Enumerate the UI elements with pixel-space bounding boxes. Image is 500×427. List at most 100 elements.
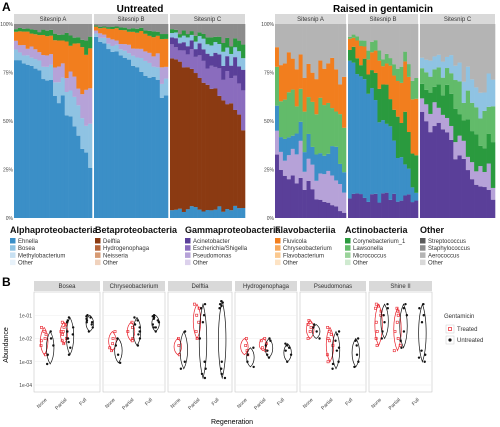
data-point-treated: [193, 302, 196, 306]
bar-segment: [60, 95, 65, 218]
bar-segment: [436, 54, 442, 68]
bar-segment: [80, 118, 85, 149]
bar-segment: [177, 50, 183, 62]
bar-segment: [53, 33, 58, 41]
bar-segment: [37, 32, 42, 36]
bar-segment: [135, 57, 140, 68]
bar-segment: [302, 189, 307, 218]
bar-segment: [478, 92, 483, 119]
bar-segment: [163, 24, 169, 35]
bar-segment: [60, 24, 65, 35]
bar-segment: [318, 60, 323, 98]
bar-segment: [68, 90, 73, 117]
bar-segment: [181, 30, 187, 36]
bar-segment: [76, 37, 81, 44]
bar-segment: [373, 50, 378, 73]
bar-segment: [21, 55, 26, 64]
data-point-untreated: [45, 362, 49, 366]
bar-segment: [201, 211, 206, 218]
bar-segment: [278, 151, 284, 170]
bar-segment: [278, 101, 284, 138]
bar-segment: [49, 29, 54, 36]
stacked-bar: [470, 24, 475, 218]
data-point-untreated: [154, 326, 158, 329]
bar-segment: [470, 179, 475, 218]
bar-segment: [80, 39, 85, 48]
violin-outline: [46, 330, 55, 365]
bar-segment: [163, 95, 169, 218]
bar-segment: [98, 24, 103, 27]
data-point-untreated: [118, 361, 122, 365]
bar-segment: [432, 69, 437, 87]
bar-segment: [217, 68, 222, 96]
panel-b-x-title: Regeneration: [211, 419, 253, 426]
bar-segment: [21, 31, 26, 46]
bar-segment: [457, 155, 462, 218]
data-point-untreated: [136, 344, 140, 347]
bar-segment: [56, 66, 62, 83]
x-tick-label: Full: [211, 397, 221, 407]
y-tick-label-untreated: 50%: [3, 119, 14, 125]
data-point-untreated: [138, 330, 141, 333]
bar-segment: [275, 47, 280, 67]
stacked-bar: [45, 24, 50, 218]
bar-segment: [170, 44, 175, 59]
data-point-treated: [375, 344, 379, 347]
data-point-untreated: [354, 339, 357, 342]
bar-segment: [143, 33, 148, 52]
bar-segment: [457, 114, 462, 136]
stacked-bar: [118, 24, 124, 219]
bar-segment: [373, 24, 378, 41]
stacked-bar: [135, 24, 140, 218]
bar-segment: [217, 24, 222, 37]
data-point-untreated: [46, 353, 49, 356]
bar-segment: [45, 55, 50, 67]
stacked-bar: [217, 24, 222, 218]
stacked-bar: [449, 24, 454, 218]
stacked-bar: [388, 24, 393, 218]
bar-segment: [209, 37, 214, 46]
violin-outline: [380, 303, 389, 340]
legend-key-box: [445, 324, 455, 334]
bar-segment: [326, 102, 331, 154]
stacked-bar: [440, 24, 446, 218]
bar-segment: [155, 35, 161, 54]
bar-segment: [399, 82, 404, 124]
bar-segment: [410, 202, 415, 218]
bar-segment: [282, 138, 288, 161]
bar-segment: [392, 193, 397, 218]
bar-segment: [348, 38, 352, 50]
stacked-bar: [306, 24, 311, 218]
bar-segment: [445, 56, 450, 69]
data-point-treated: [396, 309, 400, 313]
bar-segment: [193, 35, 198, 42]
data-point-untreated: [151, 315, 154, 318]
stacked-bar: [351, 24, 356, 218]
bar-segment: [201, 33, 206, 39]
bar-segment: [72, 43, 77, 77]
bar-segment: [474, 171, 479, 185]
bar-segment: [399, 24, 404, 67]
bar-segment: [395, 157, 400, 202]
stacked-bar: [314, 24, 319, 218]
data-point-untreated: [353, 365, 356, 369]
bar-segment: [217, 36, 222, 45]
stacked-bar: [428, 24, 433, 218]
bar-segment: [72, 96, 77, 127]
bar-segment: [131, 65, 136, 218]
data-point-untreated: [337, 346, 341, 349]
bar-segment: [306, 180, 311, 218]
bar-segment: [193, 49, 198, 57]
bar-segment: [302, 24, 307, 78]
bar-segment: [366, 74, 371, 94]
bar-segment: [282, 63, 288, 100]
legend-swatch: [420, 259, 426, 266]
stacked-bar: [37, 24, 42, 218]
x-tick-label: Full: [276, 397, 286, 407]
bar-segment: [351, 46, 356, 63]
bar-segment: [290, 89, 296, 136]
bar-segment: [25, 24, 30, 29]
y-tick-label-gentamicin: 25%: [264, 168, 275, 174]
y-tick-label-gentamicin: 0%: [267, 216, 275, 222]
